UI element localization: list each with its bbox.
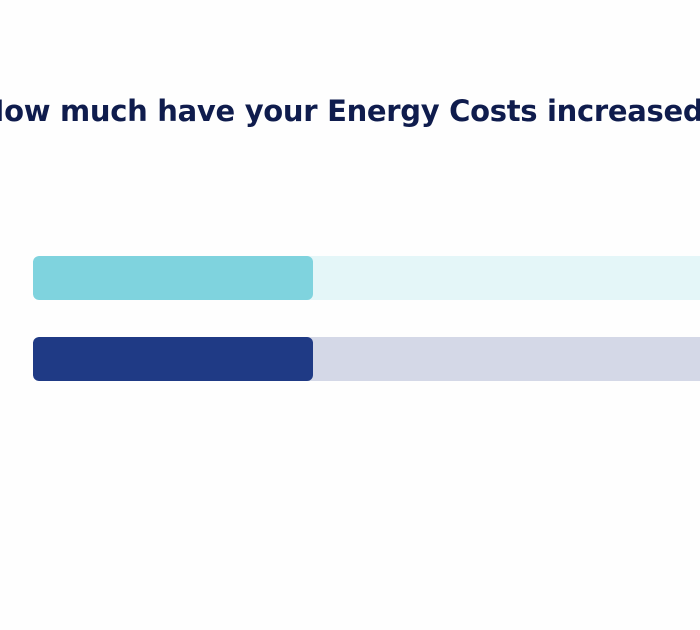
bar-track-2 <box>33 337 700 381</box>
bar-track-1 <box>33 256 700 300</box>
bar-1 <box>33 256 313 300</box>
bar-2 <box>33 337 313 381</box>
chart-title: How much have your Energy Costs increase… <box>0 94 700 128</box>
